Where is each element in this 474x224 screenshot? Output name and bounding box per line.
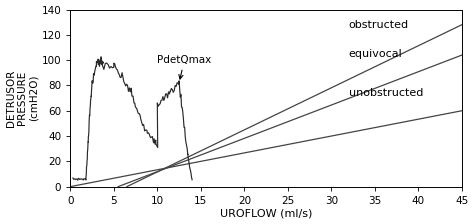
Text: unobstructed: unobstructed	[349, 88, 423, 98]
X-axis label: UROFLOW (ml/s): UROFLOW (ml/s)	[220, 209, 312, 218]
Text: PdetQmax: PdetQmax	[157, 55, 211, 79]
Text: obstructed: obstructed	[349, 20, 409, 30]
Y-axis label: DETRUSOR
PRESSURE
(cmH2O): DETRUSOR PRESSURE (cmH2O)	[6, 69, 39, 127]
Text: equivocal: equivocal	[349, 49, 402, 59]
